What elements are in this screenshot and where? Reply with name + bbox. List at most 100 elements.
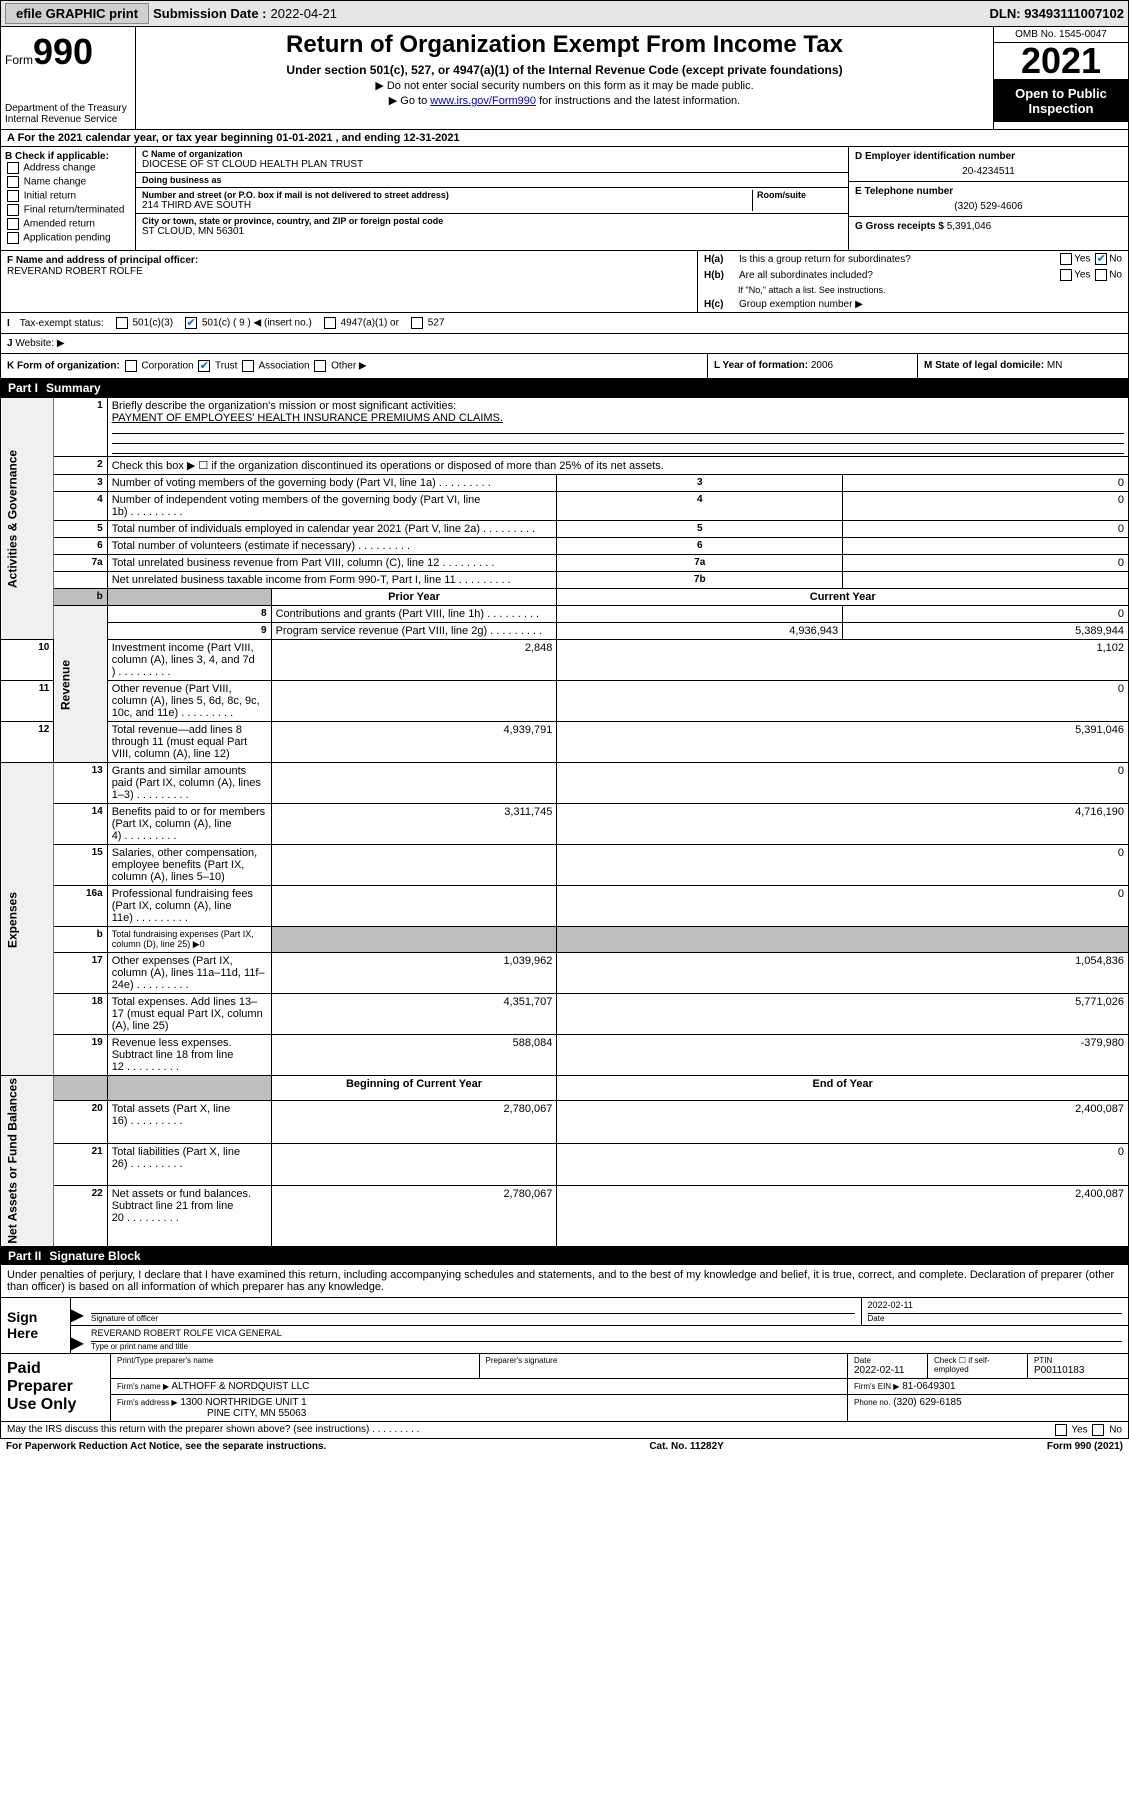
q1-text: Briefly describe the organization's miss… [112, 400, 456, 412]
box-c-org-info: C Name of organization DIOCESE OF ST CLO… [136, 147, 848, 250]
box-b-title: B Check if applicable: [5, 151, 131, 162]
part-ii-tag: Part II [8, 1249, 49, 1263]
chk-name-change[interactable]: Name change [5, 176, 131, 188]
website-note: ▶ Go to www.irs.gov/Form990 for instruct… [144, 94, 985, 107]
chk-amended-return[interactable]: Amended return [5, 218, 131, 230]
sig-name-title-value: REVERAND ROBERT ROLFE VICA GENERAL [91, 1328, 1122, 1342]
summary-row: 4Number of independent voting members of… [1, 492, 1129, 521]
city-value: ST CLOUD, MN 56301 [142, 226, 842, 237]
discuss-no-chk[interactable] [1092, 1424, 1104, 1436]
firm-addr1: 1300 NORTHRIDGE UNIT 1 [180, 1397, 306, 1408]
col-header-row: bPrior YearCurrent Year [1, 589, 1129, 606]
discuss-row: May the IRS discuss this return with the… [0, 1422, 1129, 1439]
efile-topbar: efile GRAPHIC print Submission Date : 20… [0, 0, 1129, 27]
line-1: Briefly describe the organization's miss… [107, 398, 1128, 457]
irs-link[interactable]: www.irs.gov/Form990 [430, 95, 536, 107]
ha-no-chk[interactable] [1095, 253, 1107, 265]
org-name-value: DIOCESE OF ST CLOUD HEALTH PLAN TRUST [142, 159, 842, 170]
discuss-text: May the IRS discuss this return with the… [7, 1424, 1053, 1436]
chk-4947[interactable] [324, 317, 336, 329]
chk-trust[interactable] [198, 360, 210, 372]
summary-row: 7aTotal unrelated business revenue from … [1, 555, 1129, 572]
sig-date-label: Date [868, 1314, 1123, 1323]
summary-row: 20Total assets (Part X, line 16)2,780,06… [1, 1101, 1129, 1144]
j-label: J [7, 338, 13, 349]
summary-row: 14Benefits paid to or for members (Part … [1, 804, 1129, 845]
part-ii-header: Part II Signature Block [0, 1247, 1129, 1265]
side-exp: Expenses [1, 763, 54, 1076]
hb-note: If "No," attach a list. See instructions… [698, 283, 1128, 297]
summary-row: 6Total number of volunteers (estimate if… [1, 538, 1129, 555]
part-i-tag: Part I [8, 381, 46, 395]
preparer-date-value: 2022-02-11 [854, 1365, 921, 1376]
summary-row: Net unrelated business taxable income fr… [1, 572, 1129, 589]
form-subtitle: Under section 501(c), 527, or 4947(a)(1)… [144, 63, 985, 77]
summary-table: Activities & Governance 1 Briefly descri… [0, 397, 1129, 1247]
sig-date-value: 2022-02-11 [868, 1300, 1123, 1314]
goto-suffix: for instructions and the latest informat… [536, 95, 740, 107]
hb-yes-chk[interactable] [1060, 269, 1072, 281]
firm-phone-value: (320) 629-6185 [893, 1397, 961, 1408]
summary-row: 17Other expenses (Part IX, column (A), l… [1, 953, 1129, 994]
chk-501c[interactable] [185, 317, 197, 329]
block-fh: F Name and address of principal officer:… [0, 251, 1129, 313]
box-h: H(a) Is this a group return for subordin… [698, 251, 1128, 312]
domicile-label: M State of legal domicile: [924, 360, 1044, 371]
domicile-value: MN [1047, 360, 1063, 371]
ssn-note: ▶ Do not enter social security numbers o… [144, 79, 985, 92]
summary-row: 11Other revenue (Part VIII, column (A), … [1, 681, 1129, 722]
ein-value: 20-4234511 [855, 166, 1122, 177]
summary-row: 18Total expenses. Add lines 13–17 (must … [1, 994, 1129, 1035]
chk-other[interactable] [314, 360, 326, 372]
box-f-officer: F Name and address of principal officer:… [1, 251, 698, 312]
row-i-tax-status: I Tax-exempt status: 501(c)(3) 501(c) ( … [1, 313, 1128, 334]
efile-print-button[interactable]: efile GRAPHIC print [5, 3, 149, 24]
form-title-block: Return of Organization Exempt From Incom… [136, 27, 993, 129]
chk-corp[interactable] [125, 360, 137, 372]
i-label: I [7, 318, 10, 329]
dln: DLN: 93493111007102 [990, 6, 1124, 21]
summary-row: 9Program service revenue (Part VIII, lin… [1, 623, 1129, 640]
chk-527[interactable] [411, 317, 423, 329]
dln-label: DLN: [990, 6, 1021, 21]
hb-no-chk[interactable] [1095, 269, 1107, 281]
sig-name-title-label: Type or print name and title [91, 1342, 1122, 1351]
city-label: City or town, state or province, country… [142, 216, 842, 226]
summary-row: 12Total revenue—add lines 8 through 11 (… [1, 722, 1129, 763]
officer-name: REVERAND ROBERT ROLFE [7, 266, 691, 277]
self-employed-label: Check ☐ if self-employed [934, 1356, 1021, 1374]
year-formation-value: 2006 [811, 360, 833, 371]
chk-assoc[interactable] [242, 360, 254, 372]
paid-preparer-label: Paid Preparer Use Only [1, 1354, 111, 1421]
submission-date-label: Submission Date : [153, 6, 266, 21]
chk-initial-return[interactable]: Initial return [5, 190, 131, 202]
block-ij: I Tax-exempt status: 501(c)(3) 501(c) ( … [0, 313, 1129, 354]
ha-label: H(a) [704, 254, 739, 265]
ha-yes-chk[interactable] [1060, 253, 1072, 265]
hc-label: H(c) [704, 299, 739, 310]
org-name-label: C Name of organization [142, 149, 842, 159]
summary-row: 5Total number of individuals employed in… [1, 521, 1129, 538]
firm-name-value: ALTHOFF & NORDQUIST LLC [171, 1381, 309, 1392]
ha-text: Is this a group return for subordinates? [739, 254, 1058, 265]
goto-prefix: ▶ Go to [389, 95, 430, 107]
sign-here-label: Sign Here [1, 1298, 71, 1353]
side-rev: Revenue [54, 606, 107, 763]
chk-address-change[interactable]: Address change [5, 162, 131, 174]
cat-number: Cat. No. 11282Y [649, 1441, 723, 1452]
form-title: Return of Organization Exempt From Incom… [144, 31, 985, 59]
sig-officer-label: Signature of officer [91, 1314, 855, 1323]
tel-value: (320) 529-4606 [855, 201, 1122, 212]
irs-label: Internal Revenue Service [5, 114, 131, 125]
chk-final-return[interactable]: Final return/terminated [5, 204, 131, 216]
chk-application-pending[interactable]: Application pending [5, 232, 131, 244]
form-footer: Form 990 (2021) [1047, 1441, 1123, 1452]
form-header: Form990 Department of the Treasury Inter… [0, 27, 1129, 130]
street-value: 214 THIRD AVE SOUTH [142, 200, 752, 211]
sig-arrow-icon: ▶ [71, 1326, 85, 1353]
part-i-header: Part I Summary [0, 379, 1129, 397]
discuss-yes-chk[interactable] [1055, 1424, 1067, 1436]
tax-year: 2021 [994, 43, 1128, 80]
chk-501c3[interactable] [116, 317, 128, 329]
ein-label: D Employer identification number [855, 151, 1122, 162]
